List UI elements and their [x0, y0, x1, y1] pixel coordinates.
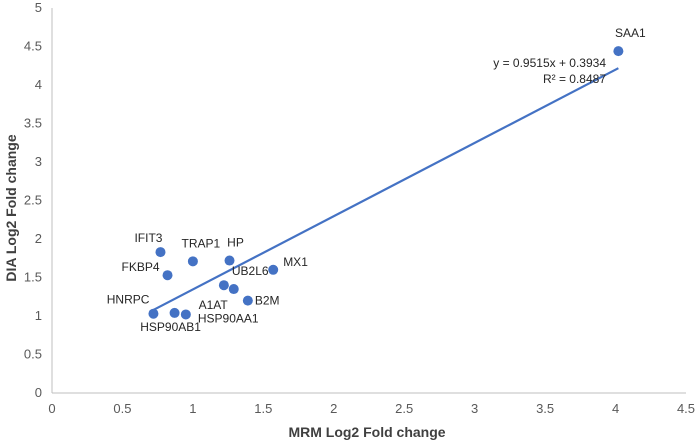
point-label: SAA1: [615, 26, 646, 40]
point-label: HNRPC: [107, 293, 150, 307]
y-tick-label: 2: [35, 231, 42, 246]
y-tick-label: 4: [35, 77, 42, 92]
y-tick-label: 4.5: [24, 39, 42, 54]
trendline-layer: [152, 67, 619, 311]
x-tick-label: 3: [471, 401, 478, 416]
data-point: [187, 256, 198, 267]
x-tick-label: 4: [612, 401, 619, 416]
y-tick-label: 5: [35, 0, 42, 15]
x-tick-label: 0.5: [113, 401, 131, 416]
points-layer: [148, 46, 624, 320]
point-labels-layer: SAA1 IFIT3 TRAP1 HP MX1 FKBP4 UB2L6 A1AT B2M HNRP…: [107, 26, 646, 334]
data-point: [180, 309, 191, 320]
x-tick-label: 1: [189, 401, 196, 416]
x-tick-label: 3.5: [536, 401, 554, 416]
data-point: [224, 255, 235, 266]
point-label: IFIT3: [134, 231, 162, 245]
point-label: FKBP4: [122, 260, 160, 274]
point-label: B2M: [255, 294, 280, 308]
y-axis-title: DIA Log2 Fold change: [3, 134, 19, 281]
point-label: A1AT: [199, 298, 229, 312]
trendline-equation: y = 0.9515x + 0.3934: [493, 56, 606, 70]
x-axis-title: MRM Log2 Fold change: [288, 424, 445, 440]
x-tick-label: 4.5: [677, 401, 695, 416]
axes-layer: 0 0.5 1 1.5 2 2.5 3 3.5 4 4.5 0 0.5 1 1.5 2 2.5 3 3.5 4 4.5…: [24, 0, 695, 416]
data-point: [169, 307, 180, 318]
point-label: HSP90AB1: [140, 320, 201, 334]
point-label: TRAP1: [182, 236, 221, 250]
data-point: [162, 270, 173, 281]
trendline-r-squared: R² = 0.8487: [543, 72, 606, 86]
point-label: HP: [227, 236, 244, 250]
y-tick-label: 3: [35, 154, 42, 169]
y-tick-label: 3.5: [24, 116, 42, 131]
y-tick-label: 1.5: [24, 270, 42, 285]
data-point: [228, 284, 239, 295]
x-tick-label: 0: [48, 401, 55, 416]
data-point: [613, 46, 624, 57]
x-tick-label: 1.5: [254, 401, 272, 416]
point-label: MX1: [283, 255, 308, 269]
data-point: [218, 280, 229, 291]
x-tick-label: 2.5: [395, 401, 413, 416]
data-point: [268, 264, 279, 275]
y-tick-label: 1: [35, 308, 42, 323]
trendline: [152, 67, 619, 311]
y-tick-label: 0: [35, 385, 42, 400]
y-tick-label: 2.5: [24, 193, 42, 208]
y-tick-label: 0.5: [24, 347, 42, 362]
point-label: UB2L6: [232, 264, 269, 278]
data-point: [148, 308, 159, 319]
x-tick-label: 2: [330, 401, 337, 416]
data-point: [155, 247, 166, 258]
point-label: HSP90AA1: [198, 311, 259, 325]
data-point: [242, 295, 253, 306]
